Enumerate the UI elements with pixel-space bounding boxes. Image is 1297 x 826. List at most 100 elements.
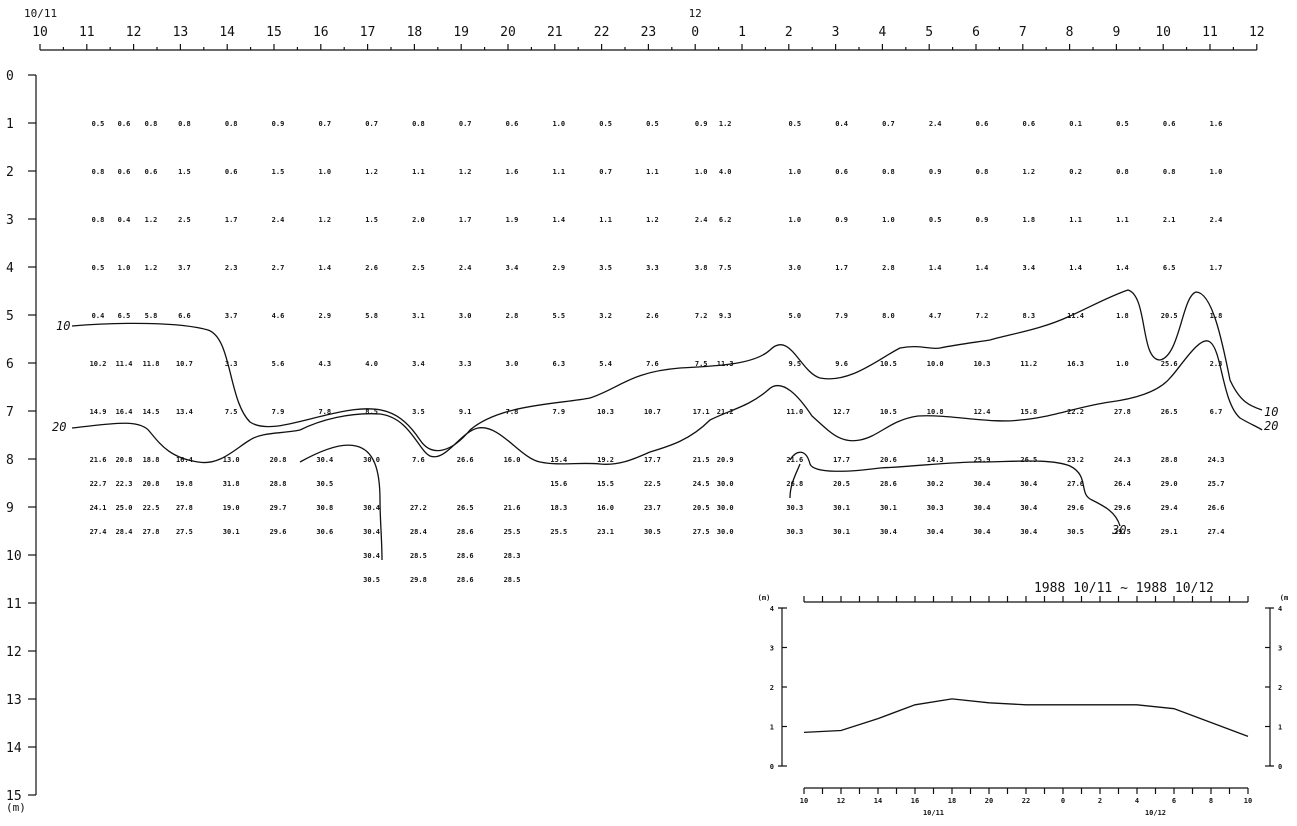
data-cell: 11.8 [143, 360, 160, 368]
inset-x-label: 6 [1172, 797, 1176, 805]
data-cell: 30.0 [717, 480, 734, 488]
inset-date-label: 10/12 [1145, 809, 1166, 817]
data-cell: 1.2 [719, 120, 732, 128]
hour-label: 23 [641, 25, 657, 40]
data-cell: 1.2 [145, 264, 158, 272]
data-cell: 3.1 [412, 312, 425, 320]
data-cell: 30.4 [363, 552, 380, 560]
data-cell: 0.4 [92, 312, 105, 320]
hour-label: 7 [1019, 25, 1027, 40]
data-cell: 30.0 [717, 528, 734, 536]
depth-label: 7 [6, 405, 14, 420]
hour-label: 12 [126, 25, 142, 40]
data-cell: 7.2 [976, 312, 989, 320]
contour-label: 10 [1264, 405, 1278, 419]
hour-label: 16 [313, 25, 329, 40]
hour-label: 3 [832, 25, 840, 40]
depth-label: 0 [6, 69, 14, 84]
data-cell: 14.3 [927, 456, 944, 464]
contour-label: 20 [52, 420, 66, 434]
data-cell: 0.9 [929, 168, 942, 176]
data-cell: 1.5 [365, 216, 378, 224]
data-cell: 14.9 [90, 408, 107, 416]
data-cell: 5.8 [145, 312, 158, 320]
hour-label: 22 [594, 25, 610, 40]
data-cell: 26.5 [1020, 456, 1037, 464]
data-cell: 12.7 [833, 408, 850, 416]
inset-x-label: 10 [1244, 797, 1252, 805]
data-cell: 16.0 [504, 456, 521, 464]
mid-date-label: 12 [689, 7, 702, 20]
data-cell: 30.5 [1067, 528, 1084, 536]
data-cell: 28.4 [410, 528, 427, 536]
data-cell: 3.7 [225, 312, 238, 320]
data-cell: 0.5 [646, 120, 659, 128]
data-cell: 30.4 [363, 504, 380, 512]
data-cell: 4.0 [365, 360, 378, 368]
data-cell: 0.4 [118, 216, 131, 224]
data-cell: 3.0 [459, 312, 472, 320]
data-cell: 0.7 [459, 120, 472, 128]
data-cell: 16.4 [116, 408, 133, 416]
data-cell: 2.5 [412, 264, 425, 272]
data-cell: 3.3 [225, 360, 238, 368]
data-cell: 2.3 [225, 264, 238, 272]
data-cell: 0.5 [92, 120, 105, 128]
data-cell: 0.2 [1069, 168, 1082, 176]
data-cell: 0.8 [225, 120, 238, 128]
hour-label: 0 [691, 25, 699, 40]
inset-y-label: 4 [770, 605, 774, 613]
depth-label: 1 [6, 117, 14, 132]
data-cell: 1.9 [506, 216, 519, 224]
data-cell: 24.3 [1114, 456, 1131, 464]
depth-label: 11 [6, 597, 22, 612]
data-cell: 29.7 [270, 504, 287, 512]
data-cell: 0.6 [118, 120, 131, 128]
data-cell: 22.7 [90, 480, 107, 488]
data-cell: 30.3 [927, 504, 944, 512]
data-cell: 29.6 [1114, 504, 1131, 512]
inset-title: 1988 10/11 ~ 1988 10/12 [1034, 581, 1214, 596]
data-cell: 0.5 [788, 120, 801, 128]
data-cell: 0.9 [835, 216, 848, 224]
data-cell: 30.3 [786, 504, 803, 512]
data-cell: 1.0 [1116, 360, 1129, 368]
data-cell: 2.8 [882, 264, 895, 272]
data-cell: 25.5 [504, 528, 521, 536]
data-cell: 30.4 [316, 456, 333, 464]
depth-label: 13 [6, 693, 22, 708]
data-cell: 30.2 [927, 480, 944, 488]
data-cell: 9.6 [835, 360, 848, 368]
data-cell: 0.8 [92, 216, 105, 224]
data-cell: 31.8 [223, 480, 240, 488]
data-cell: 21.6 [786, 456, 803, 464]
data-cell: 29.5 [1114, 528, 1131, 536]
data-cell: 11.4 [1067, 312, 1084, 320]
data-cell: 28.6 [457, 528, 474, 536]
data-cell: 1.5 [272, 168, 285, 176]
data-cell: 10.5 [880, 360, 897, 368]
data-cell: 3.7 [178, 264, 191, 272]
data-cell: 28.5 [410, 552, 427, 560]
data-cell: 1.5 [178, 168, 191, 176]
data-cell: 10.7 [644, 408, 661, 416]
data-cell: 1.1 [412, 168, 425, 176]
data-cell: 11.2 [1020, 360, 1037, 368]
data-cell: 1.0 [318, 168, 331, 176]
data-cell: 22.3 [116, 480, 133, 488]
data-cell: 30.4 [974, 504, 991, 512]
data-cell: 1.1 [552, 168, 565, 176]
data-cell: 0.8 [1163, 168, 1176, 176]
data-cell: 7.5 [719, 264, 732, 272]
hour-label: 5 [925, 25, 933, 40]
data-cell: 27.8 [1114, 408, 1131, 416]
data-cell: 0.6 [835, 168, 848, 176]
data-cell: 30.5 [363, 576, 380, 584]
inset-x-label: 18 [948, 797, 956, 805]
data-cell: 19.0 [223, 504, 240, 512]
data-cell: 27.5 [693, 528, 710, 536]
data-cell: 30.1 [833, 504, 850, 512]
data-cell: 26.5 [457, 504, 474, 512]
data-cell: 30.4 [880, 528, 897, 536]
